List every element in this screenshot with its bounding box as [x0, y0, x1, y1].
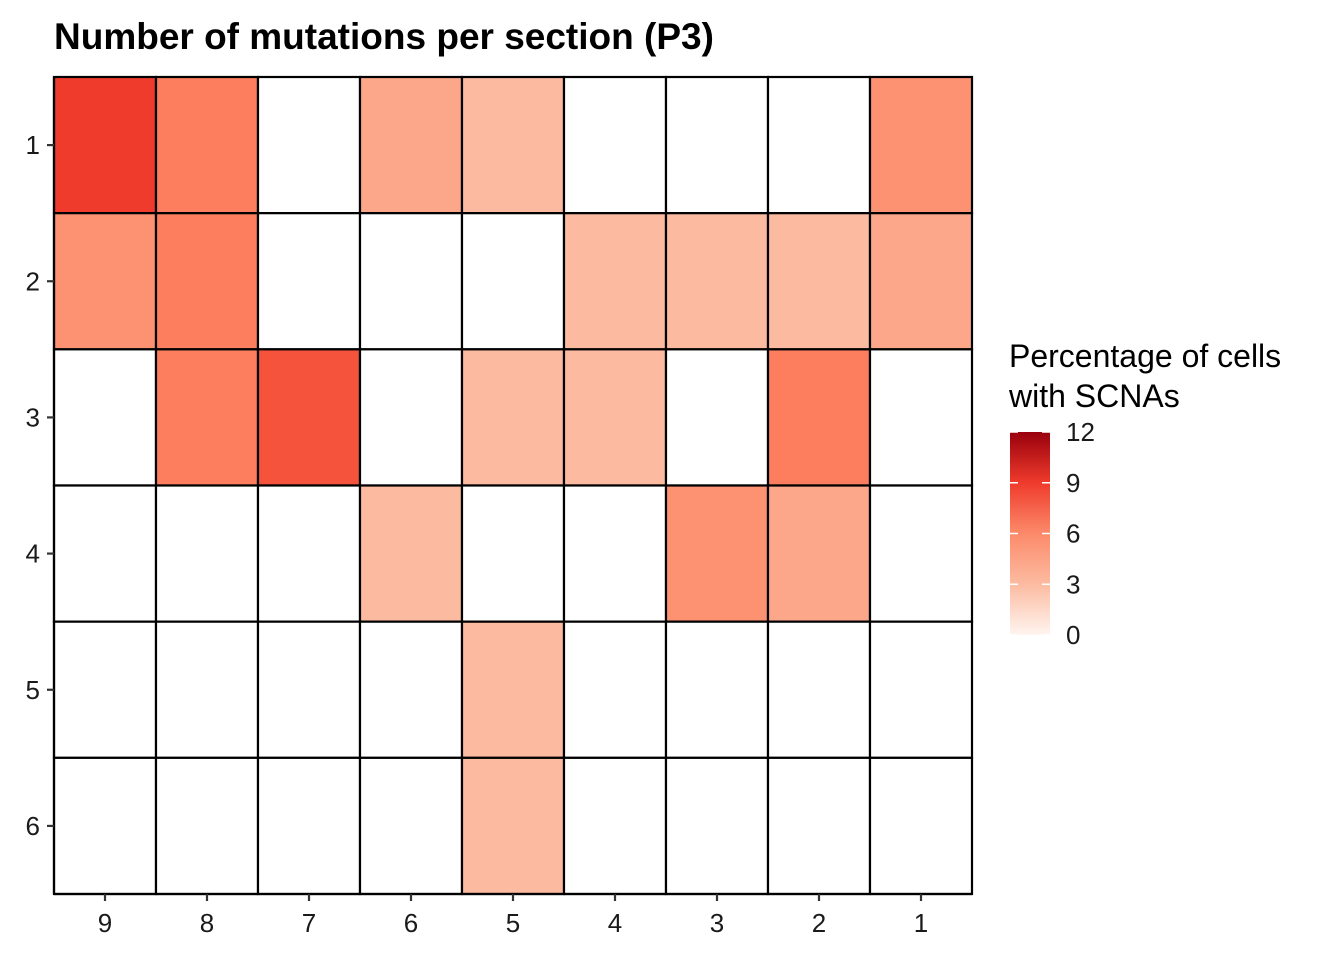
heatmap-cell [766, 212, 872, 351]
legend-title-line-2: with SCNAs [1008, 378, 1180, 414]
heatmap-cell [52, 620, 158, 759]
x-tick-label: 3 [710, 908, 724, 938]
heatmap-cell [664, 484, 770, 623]
heatmap-cells [52, 75, 974, 896]
heatmap-cell [460, 212, 566, 351]
heatmap-cell [256, 212, 362, 351]
legend-title-line-1: Percentage of cells [1009, 338, 1281, 374]
y-tick-label: 2 [26, 266, 40, 296]
axes: 1 2 3 4 5 6 9 8 7 6 5 4 3 2 1 [26, 77, 972, 938]
heatmap-cell [460, 756, 566, 896]
x-tick-label: 9 [98, 908, 112, 938]
heatmap-cell [52, 212, 158, 351]
x-tick-label: 5 [506, 908, 520, 938]
heatmap-cell [868, 756, 974, 896]
heatmap-cell [766, 484, 872, 623]
heatmap-cell [664, 75, 770, 215]
heatmap-cell [460, 75, 566, 215]
legend-tick-label: 12 [1066, 417, 1095, 447]
x-tick-label: 7 [302, 908, 316, 938]
heatmap-cell [664, 756, 770, 896]
heatmap-cell [358, 484, 464, 623]
heatmap-cell [358, 75, 464, 215]
x-tick-label: 6 [404, 908, 418, 938]
heatmap-cell [868, 620, 974, 759]
heatmap-cell [256, 348, 362, 487]
y-tick-label: 3 [26, 402, 40, 432]
heatmap-cell [154, 756, 260, 896]
y-tick-label: 1 [26, 130, 40, 160]
heatmap-cell [154, 212, 260, 351]
y-tick-label: 6 [26, 811, 40, 841]
legend-tick-label: 3 [1066, 569, 1080, 599]
heatmap-cell [358, 756, 464, 896]
heatmap-cell [562, 620, 668, 759]
heatmap-cell [664, 212, 770, 351]
heatmap-cell [358, 212, 464, 351]
heatmap-cell [868, 212, 974, 351]
legend-tick-label: 9 [1066, 468, 1080, 498]
heatmap-cell [868, 484, 974, 623]
heatmap-cell [358, 620, 464, 759]
heatmap-cell [460, 348, 566, 487]
heatmap-cell [766, 756, 872, 896]
y-tick-label: 4 [26, 539, 40, 569]
heatmap-cell [358, 348, 464, 487]
heatmap-cell [562, 756, 668, 896]
heatmap-cell [868, 75, 974, 215]
heatmap-cell [52, 75, 158, 215]
heatmap-cell [562, 348, 668, 487]
heatmap-cell [460, 484, 566, 623]
x-tick-label: 8 [200, 908, 214, 938]
heatmap-cell [256, 756, 362, 896]
x-tick-label: 2 [812, 908, 826, 938]
x-tick-label: 4 [608, 908, 622, 938]
heatmap-cell [766, 75, 872, 215]
heatmap-cell [562, 484, 668, 623]
heatmap-cell [52, 484, 158, 623]
heatmap-cell [154, 620, 260, 759]
heatmap-cell [154, 348, 260, 487]
heatmap-cell [460, 620, 566, 759]
heatmap-cell [154, 484, 260, 623]
heatmap-cell [868, 348, 974, 487]
legend: Percentage of cells with SCNAs 12 9 6 3 0 [1008, 338, 1281, 650]
heatmap-cell [562, 75, 668, 215]
heatmap-cell [256, 620, 362, 759]
heatmap-cell [664, 348, 770, 487]
heatmap-cell [256, 484, 362, 623]
heatmap-cell [256, 75, 362, 215]
heatmap-cell [766, 348, 872, 487]
legend-tick-label: 0 [1066, 620, 1080, 650]
y-tick-label: 5 [26, 675, 40, 705]
heatmap-cell [664, 620, 770, 759]
heatmap-cell [52, 348, 158, 487]
x-tick-label: 1 [914, 908, 928, 938]
heatmap-cell [154, 75, 260, 215]
heatmap-cell [52, 756, 158, 896]
heatmap-cell [562, 212, 668, 351]
chart-title: Number of mutations per section (P3) [54, 16, 714, 57]
legend-tick-label: 6 [1066, 519, 1080, 549]
heatmap-cell [766, 620, 872, 759]
